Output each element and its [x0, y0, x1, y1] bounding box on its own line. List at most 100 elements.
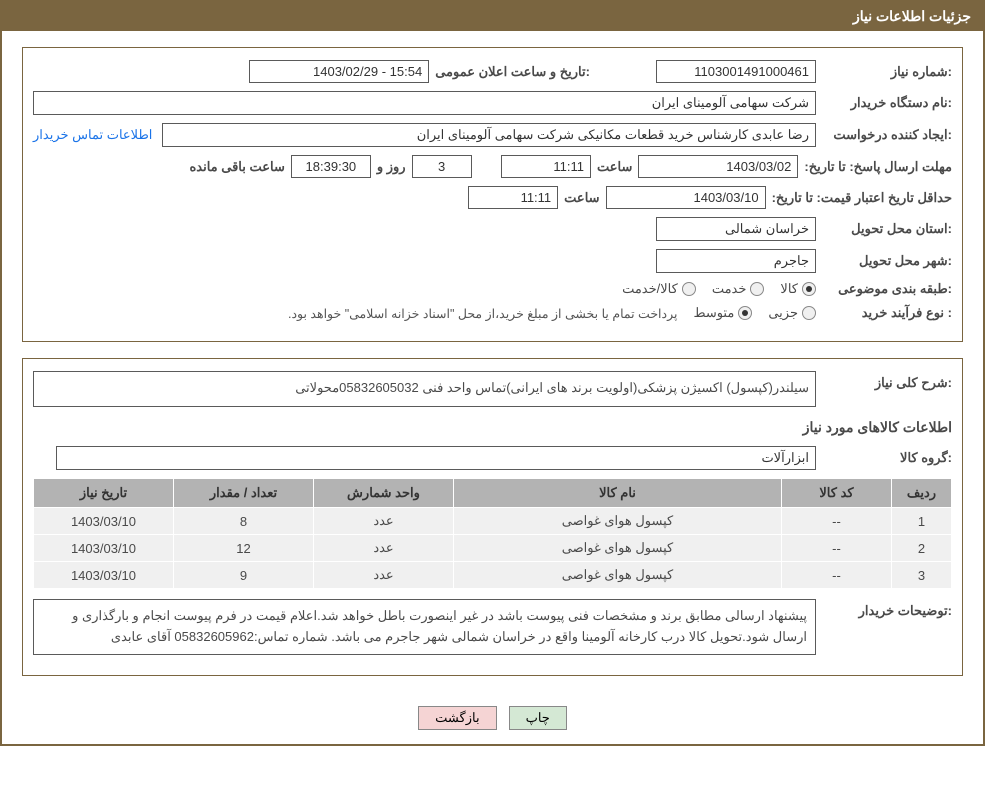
group-field: ابزارآلات: [56, 446, 816, 470]
radio-goods-label: کالا: [780, 281, 798, 297]
radio-goods-circle: [802, 282, 816, 296]
radio-medium-label: متوسط: [693, 305, 734, 321]
price-validity-date: 1403/03/10: [606, 186, 766, 209]
row-price-validity: حداقل تاریخ اعتبار قیمت: تا تاریخ: 1403/…: [33, 186, 952, 209]
table-cell: 9: [174, 562, 314, 589]
need-number-field: 1103001491000461: [656, 60, 816, 83]
reply-deadline-time: 11:11: [501, 155, 591, 178]
row-category: :طبقه بندی موضوعی کالا خدمت کالا/خدمت: [33, 281, 952, 297]
th-row: ردیف: [892, 479, 952, 508]
radio-goods-service[interactable]: کالا/خدمت: [622, 281, 696, 297]
need-number-label: :شماره نیاز: [822, 64, 952, 80]
radio-goods-service-label: کالا/خدمت: [622, 281, 678, 297]
reply-deadline-label: مهلت ارسال پاسخ: تا تاریخ:: [804, 159, 952, 175]
time-label-2: ساعت: [564, 190, 599, 206]
th-code: کد کالا: [782, 479, 892, 508]
main-container: جزئیات اطلاعات نیاز :شماره نیاز 11030014…: [0, 0, 985, 746]
table-cell: --: [782, 508, 892, 535]
delivery-province-field: خراسان شمالی: [656, 217, 816, 241]
announce-datetime-label: :تاریخ و ساعت اعلان عمومی: [435, 64, 590, 80]
radio-goods[interactable]: کالا: [780, 281, 816, 297]
table-cell: 1403/03/10: [34, 535, 174, 562]
radio-service[interactable]: خدمت: [712, 281, 765, 297]
row-buyer-org: :نام دستگاه خریدار شرکت سهامی آلومینای ا…: [33, 91, 952, 115]
row-reply-deadline: مهلت ارسال پاسخ: تا تاریخ: 1403/03/02 سا…: [33, 155, 952, 178]
th-need-date: تاریخ نیاز: [34, 479, 174, 508]
table-cell: 2: [892, 535, 952, 562]
delivery-province-label: :استان محل تحویل: [822, 221, 952, 237]
table-cell: 1403/03/10: [34, 508, 174, 535]
table-cell: 3: [892, 562, 952, 589]
items-title: اطلاعات کالاهای مورد نیاز: [33, 419, 952, 436]
table-cell: 1403/03/10: [34, 562, 174, 589]
page-title-bar: جزئیات اطلاعات نیاز: [2, 2, 983, 31]
hours-remaining-label: ساعت باقی مانده: [189, 159, 284, 175]
delivery-city-field: جاجرم: [656, 249, 816, 273]
details-section: :شرح کلی نیاز سیلندر(کپسول) اکسیژن پزشکی…: [22, 358, 963, 676]
page-title: جزئیات اطلاعات نیاز: [853, 8, 971, 24]
table-cell: عدد: [314, 562, 454, 589]
requester-label: :ایجاد کننده درخواست: [822, 127, 952, 143]
print-button[interactable]: چاپ: [509, 706, 567, 730]
radio-service-circle: [750, 282, 764, 296]
time-label-1: ساعت: [597, 159, 632, 175]
row-delivery-province: :استان محل تحویل خراسان شمالی: [33, 217, 952, 241]
reply-deadline-date: 1403/03/02: [638, 155, 798, 178]
th-name: نام کالا: [454, 479, 782, 508]
category-label: :طبقه بندی موضوعی: [822, 281, 952, 297]
days-and-label: روز و: [377, 159, 406, 175]
countdown-time: 18:39:30: [291, 155, 371, 178]
purchase-note: پرداخت تمام یا بخشی از مبلغ خرید،از محل …: [288, 306, 678, 321]
table-header-row: ردیف کد کالا نام کالا واحد شمارش تعداد /…: [34, 479, 952, 508]
row-desc: :شرح کلی نیاز سیلندر(کپسول) اکسیژن پزشکی…: [33, 371, 952, 407]
table-cell: کپسول هوای غواصی: [454, 508, 782, 535]
row-buyer-note: :توضیحات خریدار پیشنهاد ارسالی مطابق برن…: [33, 599, 952, 655]
th-unit: واحد شمارش: [314, 479, 454, 508]
days-remaining: 3: [412, 155, 472, 178]
table-cell: کپسول هوای غواصی: [454, 535, 782, 562]
table-row: 2--کپسول هوای غواصیعدد121403/03/10: [34, 535, 952, 562]
radio-medium[interactable]: متوسط: [693, 305, 752, 321]
row-group: :گروه کالا ابزارآلات: [33, 446, 952, 470]
purchase-type-label: : نوع فرآیند خرید: [822, 305, 952, 321]
radio-goods-service-circle: [682, 282, 696, 296]
row-delivery-city: :شهر محل تحویل جاجرم: [33, 249, 952, 273]
button-row: چاپ بازگشت: [2, 692, 983, 744]
row-purchase-type: : نوع فرآیند خرید جزیی متوسط پرداخت تمام…: [33, 305, 952, 321]
table-cell: 1: [892, 508, 952, 535]
category-radio-group: کالا خدمت کالا/خدمت: [622, 281, 816, 297]
table-cell: 12: [174, 535, 314, 562]
items-table: ردیف کد کالا نام کالا واحد شمارش تعداد /…: [33, 478, 952, 589]
buyer-org-field: شرکت سهامی آلومینای ایران: [33, 91, 816, 115]
desc-field: سیلندر(کپسول) اکسیژن پزشکی(اولویت برند ه…: [33, 371, 816, 407]
th-qty: تعداد / مقدار: [174, 479, 314, 508]
table-cell: --: [782, 562, 892, 589]
buyer-org-label: :نام دستگاه خریدار: [822, 95, 952, 111]
table-cell: عدد: [314, 508, 454, 535]
back-button[interactable]: بازگشت: [418, 706, 496, 730]
radio-minor-label: جزیی: [768, 305, 798, 321]
table-cell: 8: [174, 508, 314, 535]
row-requester: :ایجاد کننده درخواست رضا عابدی کارشناس خ…: [33, 123, 952, 147]
contact-link[interactable]: اطلاعات تماس خریدار: [33, 127, 152, 143]
requester-field: رضا عابدی کارشناس خرید قطعات مکانیکی شرک…: [162, 123, 816, 147]
group-label: :گروه کالا: [822, 450, 952, 466]
buyer-note-label: :توضیحات خریدار: [822, 599, 952, 619]
table-cell: عدد: [314, 535, 454, 562]
purchase-type-radio-group: جزیی متوسط: [693, 305, 816, 321]
announce-datetime-field: 15:54 - 1403/02/29: [249, 60, 429, 83]
delivery-city-label: :شهر محل تحویل: [822, 253, 952, 269]
buyer-note-field: پیشنهاد ارسالی مطابق برند و مشخصات فنی پ…: [33, 599, 816, 655]
radio-minor-circle: [802, 306, 816, 320]
row-need-number: :شماره نیاز 1103001491000461 :تاریخ و سا…: [33, 60, 952, 83]
table-row: 1--کپسول هوای غواصیعدد81403/03/10: [34, 508, 952, 535]
desc-label: :شرح کلی نیاز: [822, 371, 952, 391]
radio-medium-circle: [738, 306, 752, 320]
radio-service-label: خدمت: [712, 281, 747, 297]
table-cell: کپسول هوای غواصی: [454, 562, 782, 589]
price-validity-time: 11:11: [468, 186, 558, 209]
radio-minor[interactable]: جزیی: [768, 305, 816, 321]
form-section: :شماره نیاز 1103001491000461 :تاریخ و سا…: [22, 47, 963, 342]
table-row: 3--کپسول هوای غواصیعدد91403/03/10: [34, 562, 952, 589]
table-cell: --: [782, 535, 892, 562]
